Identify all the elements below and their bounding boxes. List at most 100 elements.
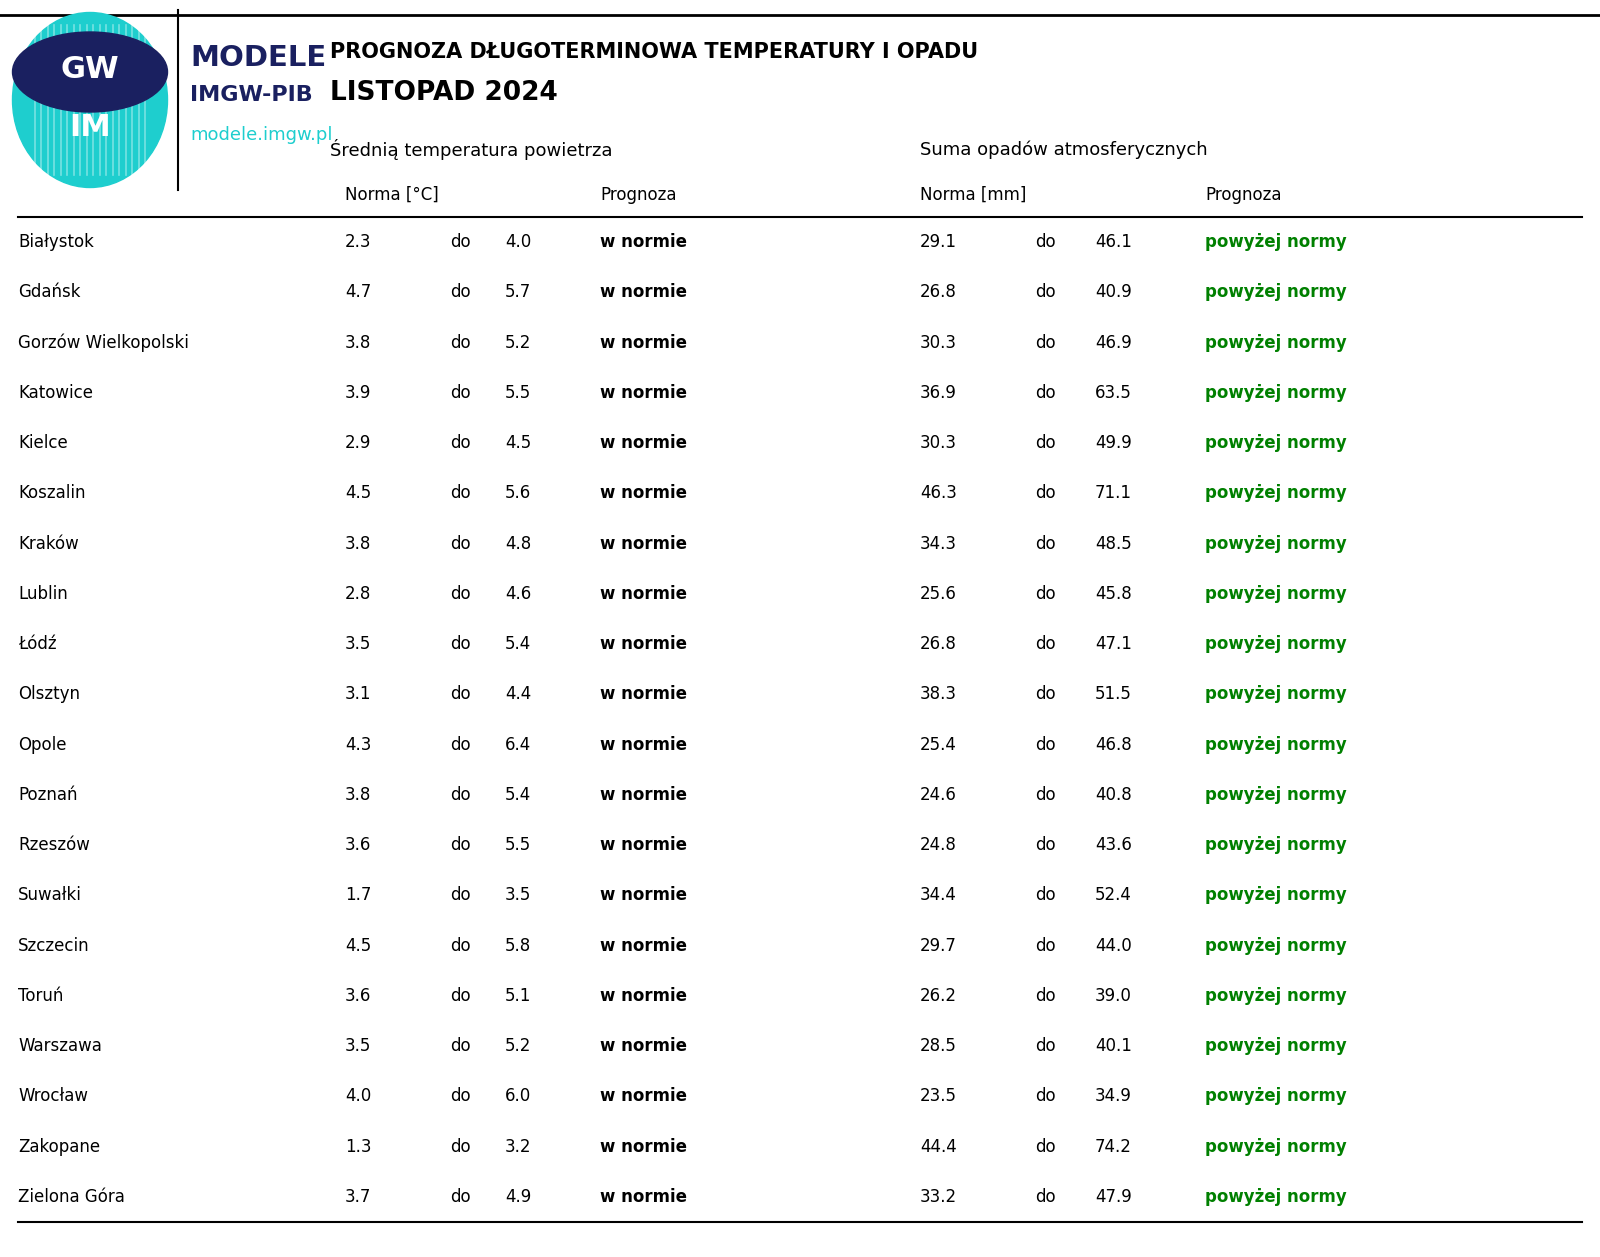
Text: 46.3: 46.3 [920, 484, 957, 503]
Text: do: do [1035, 534, 1056, 553]
Text: powyżej normy: powyżej normy [1205, 685, 1347, 704]
Text: do: do [1035, 585, 1056, 603]
Text: do: do [450, 585, 470, 603]
Text: 49.9: 49.9 [1094, 434, 1131, 453]
Text: 6.0: 6.0 [506, 1087, 531, 1105]
Text: do: do [1035, 886, 1056, 904]
Text: 48.5: 48.5 [1094, 534, 1131, 553]
Text: 23.5: 23.5 [920, 1087, 957, 1105]
Text: do: do [450, 333, 470, 352]
Text: 3.6: 3.6 [346, 987, 371, 1004]
Text: 4.4: 4.4 [506, 685, 531, 704]
Text: w normie: w normie [600, 735, 686, 754]
Text: powyżej normy: powyżej normy [1205, 1037, 1347, 1055]
Text: 4.5: 4.5 [506, 434, 531, 453]
Text: do: do [1035, 635, 1056, 654]
Text: 5.4: 5.4 [506, 786, 531, 804]
Text: do: do [450, 786, 470, 804]
Text: 24.6: 24.6 [920, 786, 957, 804]
Text: 4.7: 4.7 [346, 283, 371, 302]
Text: do: do [450, 836, 470, 854]
Text: 4.0: 4.0 [506, 233, 531, 251]
Text: powyżej normy: powyżej normy [1205, 484, 1347, 503]
Text: w normie: w normie [600, 534, 686, 553]
Text: do: do [450, 1037, 470, 1055]
Text: 43.6: 43.6 [1094, 836, 1131, 854]
Text: w normie: w normie [600, 936, 686, 954]
Text: powyżej normy: powyżej normy [1205, 786, 1347, 804]
Text: 46.8: 46.8 [1094, 735, 1131, 754]
Text: w normie: w normie [600, 233, 686, 251]
Text: Białystok: Białystok [18, 233, 94, 251]
Text: 5.1: 5.1 [506, 987, 531, 1004]
Text: 71.1: 71.1 [1094, 484, 1133, 503]
Text: do: do [450, 434, 470, 453]
Text: Rzeszów: Rzeszów [18, 836, 90, 854]
Text: w normie: w normie [600, 283, 686, 302]
Text: do: do [450, 534, 470, 553]
Text: 2.3: 2.3 [346, 233, 371, 251]
Text: do: do [450, 1188, 470, 1205]
Text: 3.8: 3.8 [346, 333, 371, 352]
Text: powyżej normy: powyżej normy [1205, 936, 1347, 954]
Text: powyżej normy: powyżej normy [1205, 1087, 1347, 1105]
Text: 1.7: 1.7 [346, 886, 371, 904]
Text: 5.6: 5.6 [506, 484, 531, 503]
Text: GW: GW [61, 55, 120, 84]
Text: do: do [1035, 685, 1056, 704]
Text: 5.7: 5.7 [506, 283, 531, 302]
Text: w normie: w normie [600, 333, 686, 352]
Text: powyżej normy: powyżej normy [1205, 635, 1347, 654]
Text: do: do [1035, 1087, 1056, 1105]
Text: do: do [1035, 434, 1056, 453]
Text: do: do [1035, 1037, 1056, 1055]
Text: IMGW-PIB: IMGW-PIB [190, 85, 312, 106]
Text: 3.7: 3.7 [346, 1188, 371, 1205]
Text: 28.5: 28.5 [920, 1037, 957, 1055]
Text: 3.5: 3.5 [346, 1037, 371, 1055]
Text: Szczecin: Szczecin [18, 936, 90, 954]
Text: do: do [1035, 735, 1056, 754]
Text: Kielce: Kielce [18, 434, 67, 453]
Text: 4.8: 4.8 [506, 534, 531, 553]
Text: Prognoza: Prognoza [1205, 186, 1282, 204]
Text: Wrocław: Wrocław [18, 1087, 88, 1105]
Text: powyżej normy: powyżej normy [1205, 233, 1347, 251]
Text: 44.4: 44.4 [920, 1138, 957, 1155]
Text: PROGNOZA DŁUGOTERMINOWA TEMPERATURY I OPADU: PROGNOZA DŁUGOTERMINOWA TEMPERATURY I OP… [330, 41, 978, 62]
Text: 3.1: 3.1 [346, 685, 371, 704]
Text: 3.8: 3.8 [346, 786, 371, 804]
Text: modele.imgw.pl: modele.imgw.pl [190, 126, 333, 145]
Text: powyżej normy: powyżej normy [1205, 886, 1347, 904]
Text: 52.4: 52.4 [1094, 886, 1131, 904]
Text: Średnią temperatura powietrza: Średnią temperatura powietrza [330, 140, 613, 161]
Text: w normie: w normie [600, 1037, 686, 1055]
Text: powyżej normy: powyżej normy [1205, 434, 1347, 453]
Text: 26.8: 26.8 [920, 635, 957, 654]
Text: Lublin: Lublin [18, 585, 67, 603]
Text: do: do [450, 484, 470, 503]
Text: Poznań: Poznań [18, 786, 77, 804]
Text: do: do [450, 233, 470, 251]
Text: 3.5: 3.5 [506, 886, 531, 904]
Text: 40.8: 40.8 [1094, 786, 1131, 804]
Text: powyżej normy: powyżej normy [1205, 333, 1347, 352]
Text: 25.4: 25.4 [920, 735, 957, 754]
Text: do: do [450, 383, 470, 402]
Text: 29.7: 29.7 [920, 936, 957, 954]
Text: w normie: w normie [600, 685, 686, 704]
Text: do: do [450, 936, 470, 954]
Text: Kraków: Kraków [18, 534, 78, 553]
Text: Łódź: Łódź [18, 635, 56, 654]
Text: Toruń: Toruń [18, 987, 64, 1004]
Text: Norma [mm]: Norma [mm] [920, 186, 1026, 204]
Text: 47.9: 47.9 [1094, 1188, 1131, 1205]
Text: do: do [1035, 333, 1056, 352]
Text: do: do [450, 283, 470, 302]
Text: powyżej normy: powyżej normy [1205, 1188, 1347, 1205]
Text: 46.9: 46.9 [1094, 333, 1131, 352]
Text: 34.9: 34.9 [1094, 1087, 1131, 1105]
Text: do: do [450, 886, 470, 904]
Text: 5.5: 5.5 [506, 383, 531, 402]
Text: w normie: w normie [600, 585, 686, 603]
